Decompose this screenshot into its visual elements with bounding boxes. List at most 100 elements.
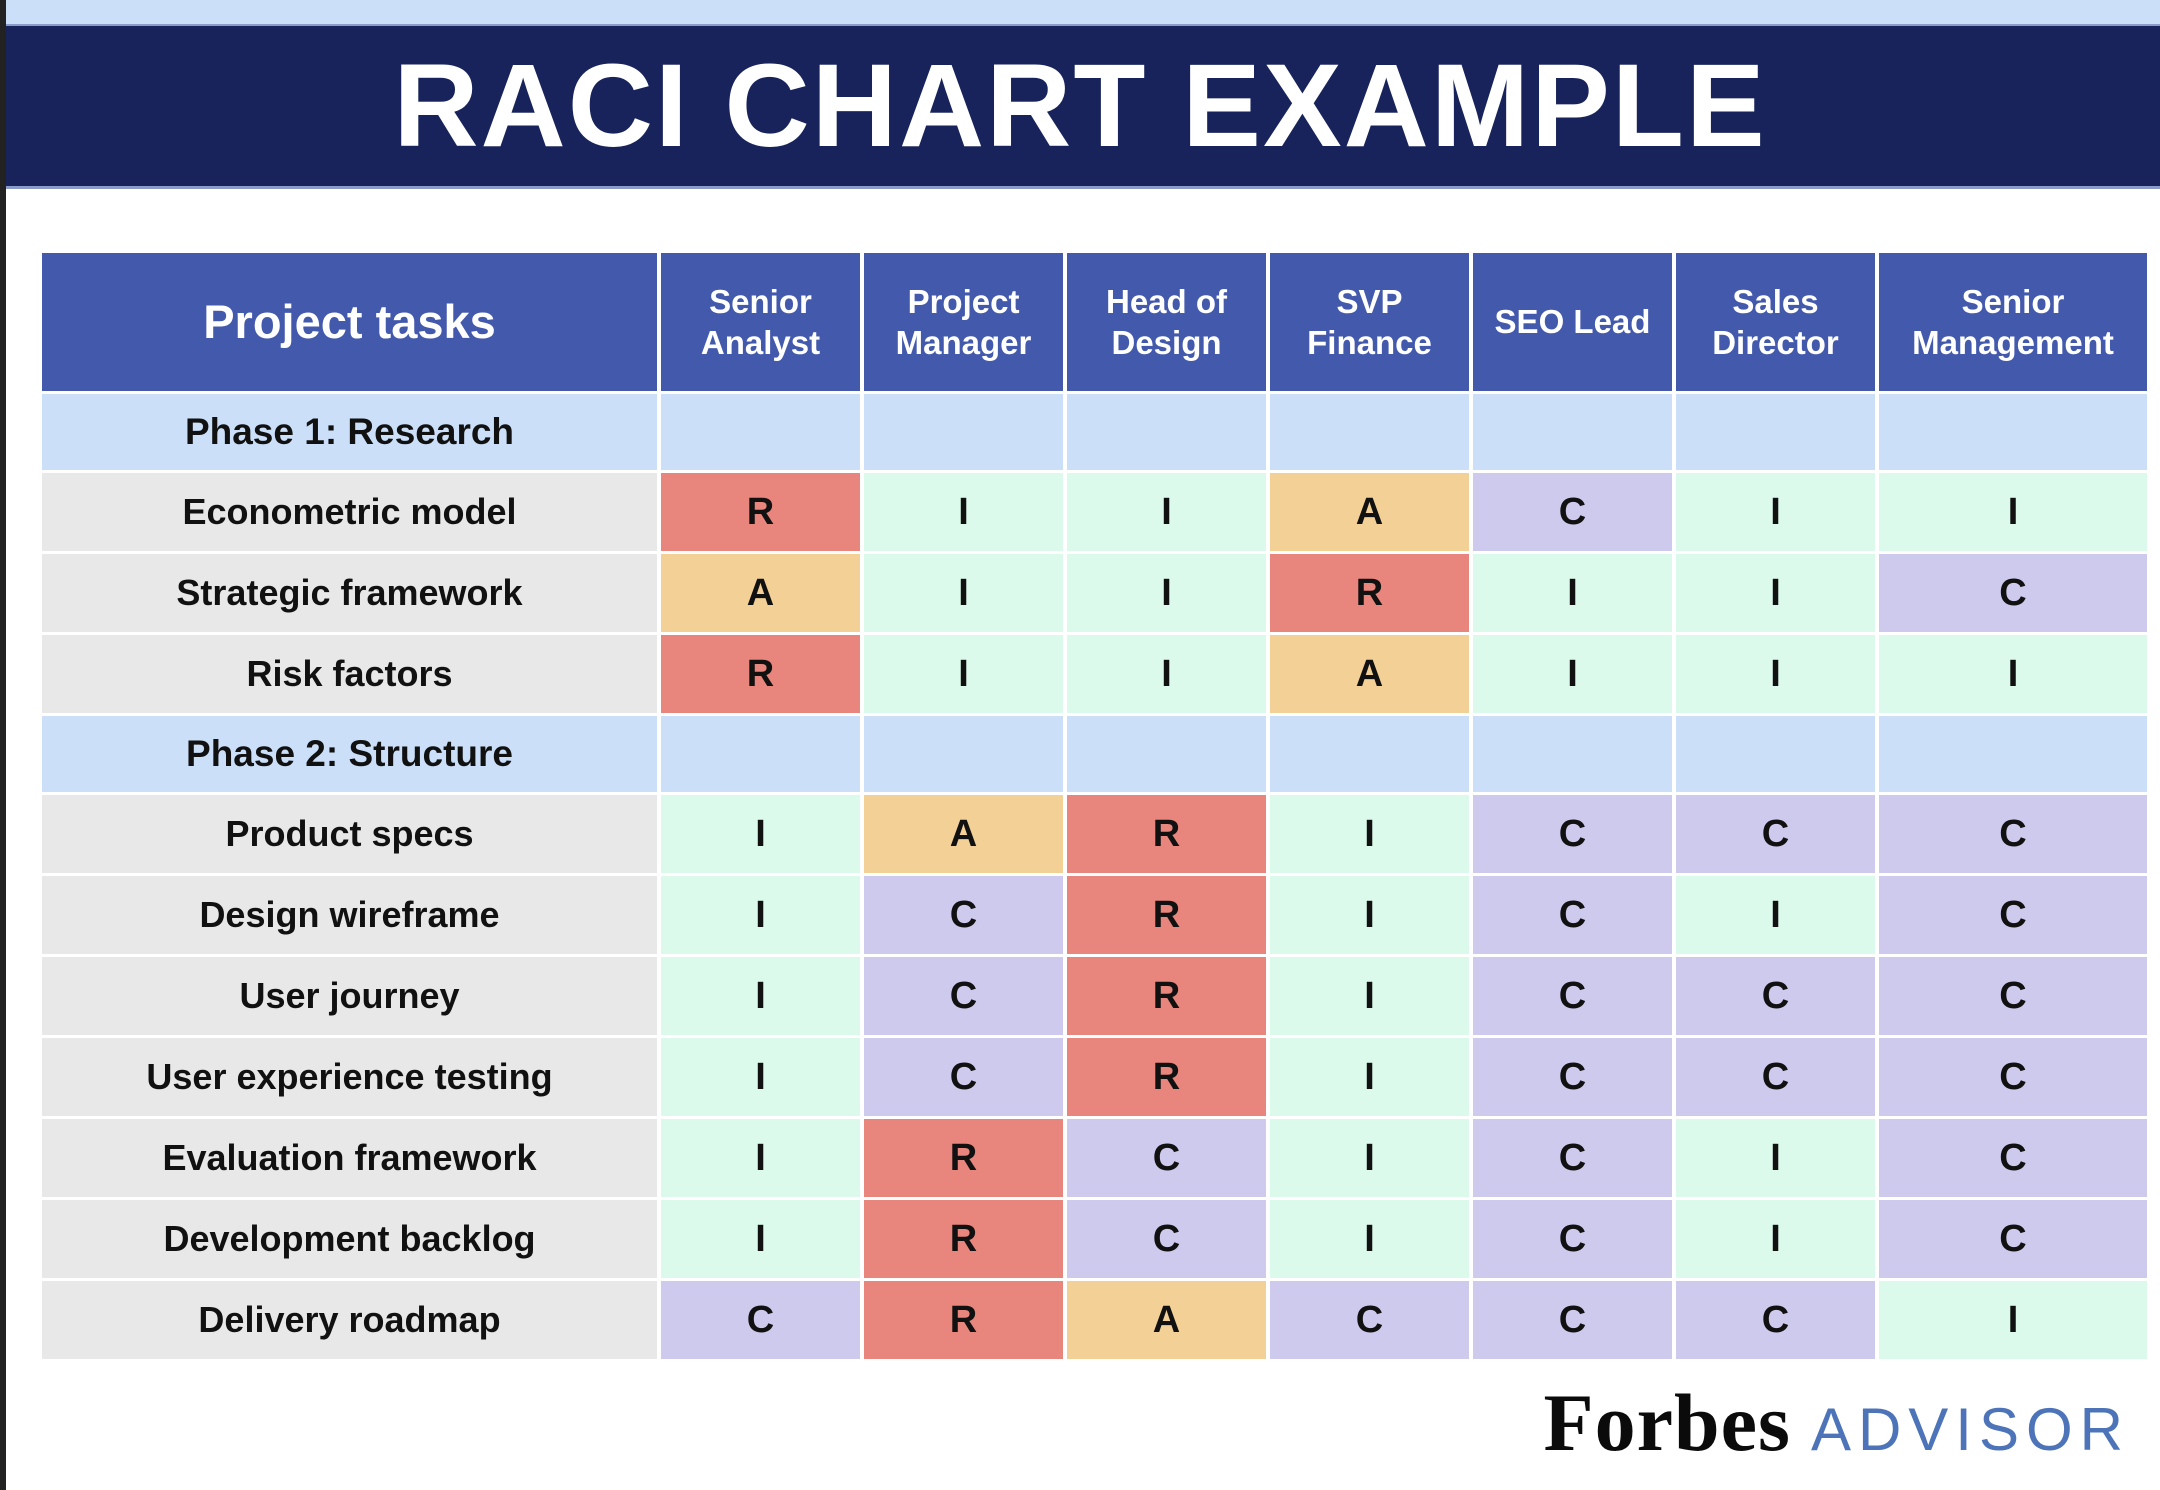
raci-cell-c: C [1676,1038,1875,1116]
left-edge-strip [0,0,6,1490]
raci-cell-i: I [661,957,860,1035]
raci-cell-i: I [1879,473,2147,551]
raci-cell-c: C [1879,876,2147,954]
raci-cell-c: C [1879,795,2147,873]
raci-cell-i: I [1676,1119,1875,1197]
raci-cell-i: I [1270,957,1469,1035]
raci-cell-a: A [1270,635,1469,713]
task-name: Delivery roadmap [42,1281,657,1359]
raci-cell-c: C [1473,1281,1672,1359]
raci-cell-i: I [661,1200,860,1278]
raci-cell-i: I [1676,876,1875,954]
raci-cell-i: I [864,473,1063,551]
role-header-7: Senior Management [1879,253,2147,391]
raci-cell-a: A [1270,473,1469,551]
role-header-5: SEO Lead [1473,253,1672,391]
top-accent-strip [0,0,2160,24]
raci-cell-r: R [1067,957,1266,1035]
raci-cell-c: C [661,1281,860,1359]
task-name: User experience testing [42,1038,657,1116]
section-row-empty-cell [661,716,860,792]
task-column-header: Project tasks [42,253,657,391]
raci-cell-i: I [661,1119,860,1197]
raci-cell-r: R [864,1119,1063,1197]
raci-cell-a: A [661,554,860,632]
raci-cell-c: C [1067,1200,1266,1278]
raci-cell-a: A [864,795,1063,873]
section-row-label: Phase 2: Structure [42,716,657,792]
raci-cell-c: C [1879,1119,2147,1197]
raci-cell-i: I [1676,1200,1875,1278]
page-title: RACI CHART EXAMPLE [393,40,1767,172]
section-row-label: Phase 1: Research [42,394,657,470]
role-header-2: Project Manager [864,253,1063,391]
raci-cell-i: I [1270,1038,1469,1116]
section-row-empty-cell [1676,394,1875,470]
raci-cell-a: A [1067,1281,1266,1359]
section-row-empty-cell [864,394,1063,470]
raci-cell-r: R [1067,795,1266,873]
raci-cell-r: R [1067,876,1266,954]
raci-cell-c: C [1676,795,1875,873]
section-row-empty-cell [1879,394,2147,470]
raci-cell-i: I [1067,554,1266,632]
raci-cell-c: C [1473,1200,1672,1278]
raci-cell-i: I [1067,635,1266,713]
section-row-empty-cell [1270,716,1469,792]
raci-cell-c: C [1473,795,1672,873]
raci-cell-i: I [1067,473,1266,551]
section-row-empty-cell [661,394,860,470]
raci-cell-i: I [1676,635,1875,713]
raci-cell-c: C [1879,554,2147,632]
advisor-wordmark: ADVISOR [1810,1396,2130,1463]
raci-cell-c: C [1879,957,2147,1035]
raci-cell-i: I [1676,473,1875,551]
role-header-1: Senior Analyst [661,253,860,391]
raci-cell-i: I [864,635,1063,713]
task-name: Design wireframe [42,876,657,954]
raci-cell-c: C [1067,1119,1266,1197]
task-name: Evaluation framework [42,1119,657,1197]
raci-matrix-table: Project tasks Senior Analyst Project Manag… [42,253,2160,1359]
section-row-empty-cell [1879,716,2147,792]
raci-cell-c: C [1473,957,1672,1035]
raci-cell-i: I [661,876,860,954]
raci-cell-c: C [864,1038,1063,1116]
raci-cell-i: I [1270,876,1469,954]
task-name: Product specs [42,795,657,873]
role-header-3: Head of Design [1067,253,1266,391]
raci-cell-i: I [1879,1281,2147,1359]
raci-cell-c: C [1676,957,1875,1035]
forbes-advisor-logo: Forbes ADVISOR [1544,1382,2130,1464]
role-header-6: Sales Director [1676,253,1875,391]
raci-cell-c: C [1270,1281,1469,1359]
raci-cell-c: C [1473,876,1672,954]
title-banner: RACI CHART EXAMPLE [0,24,2160,189]
raci-cell-c: C [864,957,1063,1035]
section-row-empty-cell [1067,716,1266,792]
section-row-empty-cell [1270,394,1469,470]
section-row-empty-cell [864,716,1063,792]
raci-cell-c: C [1879,1200,2147,1278]
raci-cell-c: C [1473,1038,1672,1116]
raci-cell-c: C [1473,1119,1672,1197]
raci-cell-c: C [1473,473,1672,551]
raci-cell-i: I [661,1038,860,1116]
raci-cell-r: R [661,635,860,713]
raci-cell-i: I [1473,635,1672,713]
task-name: Econometric model [42,473,657,551]
task-name: User journey [42,957,657,1035]
raci-cell-c: C [1879,1038,2147,1116]
raci-cell-i: I [661,795,860,873]
task-name: Risk factors [42,635,657,713]
section-row-empty-cell [1473,394,1672,470]
task-name: Strategic framework [42,554,657,632]
raci-cell-r: R [661,473,860,551]
raci-cell-i: I [864,554,1063,632]
raci-cell-i: I [1879,635,2147,713]
section-row-empty-cell [1676,716,1875,792]
role-header-4: SVP Finance [1270,253,1469,391]
raci-cell-i: I [1270,795,1469,873]
raci-cell-c: C [864,876,1063,954]
